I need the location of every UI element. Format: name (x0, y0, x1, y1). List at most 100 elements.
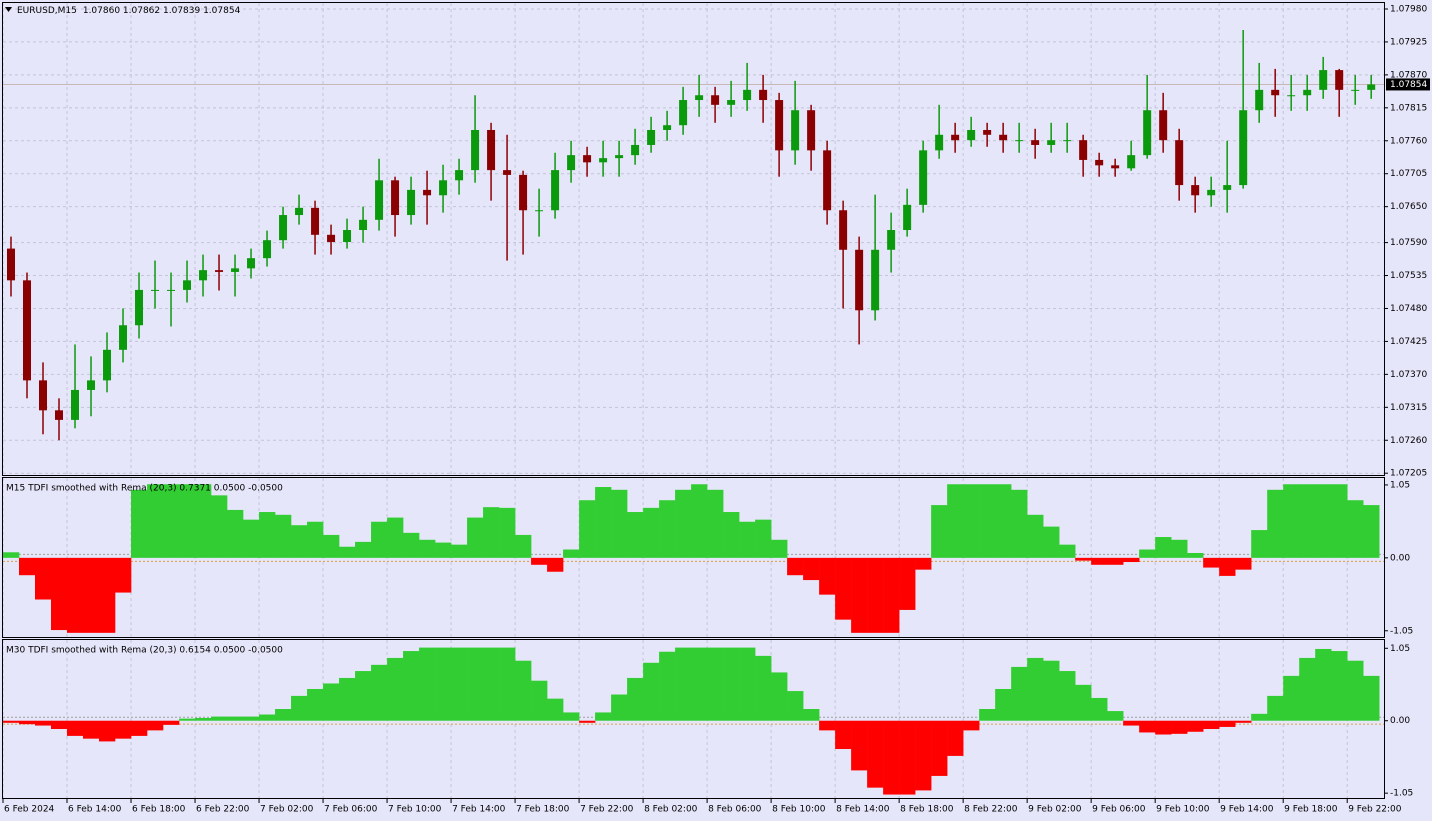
x-tick-label: 8 Feb 14:00 (836, 805, 890, 815)
candle-body (1367, 84, 1376, 90)
x-tick-label: 8 Feb 02:00 (644, 805, 698, 815)
histogram-bar (675, 489, 692, 558)
y-tick-label: 1.07590 (1390, 238, 1427, 248)
histogram-bar (771, 672, 788, 721)
histogram-bar (515, 660, 532, 721)
candle-body (1175, 140, 1184, 186)
y-tick-label: 0.00 (1390, 716, 1410, 726)
candle-body (935, 134, 944, 151)
histogram-bar (1155, 720, 1172, 735)
histogram-bar (723, 512, 740, 558)
histogram-bar (627, 512, 644, 558)
histogram-bar (1283, 675, 1300, 721)
x-tick-label: 6 Feb 14:00 (68, 805, 122, 815)
candle-body (119, 325, 128, 350)
histogram-bar (1219, 720, 1236, 727)
histogram-bar (835, 557, 852, 620)
histogram-bar (1011, 489, 1028, 558)
candle-body (1223, 185, 1232, 190)
candle-body (343, 230, 352, 242)
y-tick-label: 1.07480 (1390, 304, 1427, 314)
x-tick-label: 9 Feb 14:00 (1220, 805, 1274, 815)
histogram-bar (339, 677, 356, 721)
candle-body (807, 110, 816, 151)
candle-body (903, 204, 912, 231)
histogram-bar (51, 557, 68, 631)
candle-body (1287, 95, 1296, 97)
y-tick-label: 1.07870 (1390, 70, 1427, 80)
histogram-bar (99, 720, 116, 742)
candle-body (535, 210, 544, 212)
candle-body (1063, 140, 1072, 142)
candle-body (1111, 165, 1120, 169)
histogram-bar (1331, 651, 1348, 721)
x-tick-label: 9 Feb 10:00 (1156, 805, 1210, 815)
candle-body (471, 129, 480, 171)
histogram-bar (211, 716, 228, 721)
histogram-bar (115, 557, 132, 593)
indicator-title: M30 TDFI smoothed with Rema (20,3) 0.615… (6, 646, 283, 656)
histogram-bar (1251, 713, 1268, 721)
histogram-bar (179, 484, 196, 558)
histogram-bar (931, 505, 948, 558)
histogram-bar (595, 712, 612, 721)
histogram-bar (995, 484, 1012, 558)
histogram-bar (803, 557, 820, 581)
histogram-bar (1011, 666, 1028, 721)
histogram-bar (35, 557, 52, 600)
candle-body (1271, 89, 1280, 96)
candle-body (487, 129, 496, 171)
x-tick-label: 7 Feb 02:00 (260, 805, 314, 815)
histogram-bar (1171, 720, 1188, 734)
candle-body (423, 189, 432, 196)
candle-body (87, 380, 96, 390)
histogram-bar (1203, 720, 1220, 730)
x-tick-label: 8 Feb 10:00 (772, 805, 826, 815)
histogram-bar (787, 691, 804, 721)
histogram-bar (387, 517, 404, 558)
histogram-bar (1123, 720, 1140, 726)
collapse-arrow[interactable] (5, 7, 12, 12)
histogram-bar (643, 507, 660, 558)
histogram-bar (515, 534, 532, 558)
histogram-bar (19, 557, 36, 576)
histogram-bar (771, 539, 788, 558)
histogram-bar (867, 557, 884, 633)
histogram-bar (1187, 552, 1204, 558)
histogram-bar (1139, 549, 1156, 558)
histogram-bar (259, 714, 276, 721)
histogram-bar (1107, 557, 1124, 565)
histogram-bar (131, 720, 148, 736)
histogram-bar (947, 484, 964, 558)
y-tick-label: 1.07425 (1390, 337, 1427, 347)
panel-frame (2, 2, 1385, 476)
histogram-bar (227, 716, 244, 721)
histogram-bar (915, 557, 932, 570)
histogram-bar (915, 720, 932, 791)
histogram-bar (451, 647, 468, 721)
histogram-bar (291, 695, 308, 721)
y-tick-label: 1.07705 (1390, 169, 1427, 179)
histogram-bar (371, 664, 388, 721)
candle-body (407, 189, 416, 216)
x-tick-label: 7 Feb 18:00 (516, 805, 570, 815)
histogram-bar (1347, 660, 1364, 721)
histogram-bar (99, 557, 116, 633)
histogram-bar (675, 647, 692, 721)
histogram-bar (275, 708, 292, 721)
histogram-bar (403, 651, 420, 721)
candle-body (647, 129, 656, 145)
histogram-bar (883, 720, 900, 795)
candle-body (1239, 110, 1248, 186)
x-tick-label: 9 Feb 06:00 (1092, 805, 1146, 815)
candle-body (823, 150, 832, 211)
candle-body (215, 270, 224, 272)
indicator-title: M15 TDFI smoothed with Rema (20,3) 0.737… (6, 484, 283, 494)
x-tick-label: 8 Feb 06:00 (708, 805, 762, 815)
histogram-bar (979, 708, 996, 721)
histogram-bar (1139, 720, 1156, 733)
candle-body (71, 389, 80, 420)
histogram-bar (451, 544, 468, 558)
histogram-bar (291, 525, 308, 558)
candle-body (1351, 89, 1360, 91)
